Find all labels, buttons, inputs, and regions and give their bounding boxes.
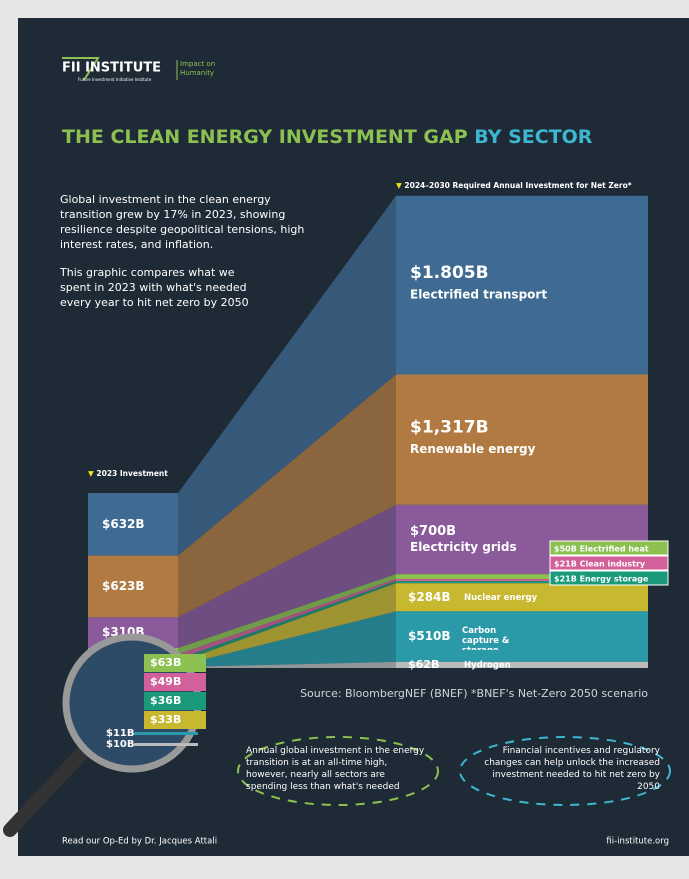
tagline-box: Impact on Humanity (180, 60, 230, 84)
sector-name-box: Carbon capture & storage (462, 626, 552, 650)
left-label-text: 2023 Investment (96, 469, 168, 478)
callout-value: $21B (554, 559, 577, 568)
value-label-2023: $632B (102, 517, 145, 531)
sector-name: Renewable energy (410, 442, 536, 456)
bar-required (396, 196, 648, 375)
title-part: THE CLEAN ENERGY INVESTMENT GAP (62, 126, 468, 148)
intro-box: Global investment in the clean energy tr… (60, 192, 320, 352)
right-label-text: 2024–2030 Required Annual Investment for… (404, 181, 631, 190)
title-part: BY SECTOR (474, 126, 593, 148)
value-label-required: $1,317B (410, 418, 489, 438)
sector-name: Energy storage (580, 574, 649, 583)
value-label-2023: $49B (150, 675, 181, 688)
sector-name: Hydrogen (464, 660, 511, 670)
sector-name: Electrified transport (410, 288, 547, 302)
note-box: Financial incentives and regulatory chan… (480, 745, 660, 801)
footer-right[interactable]: fii-institute.org (606, 837, 669, 847)
value-label-required: $21B Energy storage (554, 574, 649, 583)
value-label-2023: $63B (150, 656, 181, 669)
sector-name: Carbon capture & storage (462, 626, 524, 650)
intro: Global investment in the clean energy tr… (60, 192, 320, 252)
source: Source: BloombergNEF (BNEF) *BNEF's Net-… (300, 687, 648, 700)
sector-name: Clean industry (580, 559, 646, 568)
value-label-2023: $10B (106, 739, 135, 750)
infographic: FII INSTITUTE Future Investment Initiati… (0, 0, 689, 875)
value-label-required: $510B (408, 629, 451, 643)
callout-value: $50B (554, 544, 577, 553)
magnified-bar (134, 743, 198, 746)
note-box: Annual global investment in the energy t… (246, 745, 426, 801)
logo: FII INSTITUTE (62, 61, 161, 76)
value-label-2023: $33B (150, 713, 181, 726)
callout-value: $21B (554, 574, 577, 583)
value-label-2023: $36B (150, 694, 181, 707)
bar-required (396, 374, 648, 504)
title: THE CLEAN ENERGY INVESTMENT GAP BY SECTO… (62, 126, 593, 148)
footer-left[interactable]: Read our Op-Ed by Dr. Jacques Attali (62, 837, 217, 847)
value-label-2023: $623B (102, 579, 145, 593)
value-label-required: $1.805B (410, 263, 489, 283)
tagline: Impact on Humanity (180, 60, 230, 78)
value-label-required: $21B Clean industry (554, 559, 646, 568)
value-label-required: $62B (408, 658, 439, 671)
right-label: ▼ 2024–2030 Required Annual Investment f… (396, 181, 632, 190)
intro: This graphic compares what we spent in 2… (60, 265, 260, 310)
value-label-required: $284B (408, 590, 451, 604)
magnified-bar (134, 732, 198, 735)
sector-name: Electricity grids (410, 540, 517, 554)
note: Financial incentives and regulatory chan… (480, 745, 660, 793)
sector-name: Nuclear energy (464, 593, 538, 603)
left-label: ▼ 2023 Investment (88, 469, 168, 478)
value-label-required: $700B (410, 524, 456, 539)
note: Annual global investment in the energy t… (246, 745, 426, 793)
value-label-2023: $11B (106, 728, 135, 739)
logo-sub: Future Investment Initiative Institute (78, 77, 152, 82)
value-label-required: $50B Electrified heat (554, 544, 649, 553)
sector-name: Electrified heat (580, 544, 649, 553)
